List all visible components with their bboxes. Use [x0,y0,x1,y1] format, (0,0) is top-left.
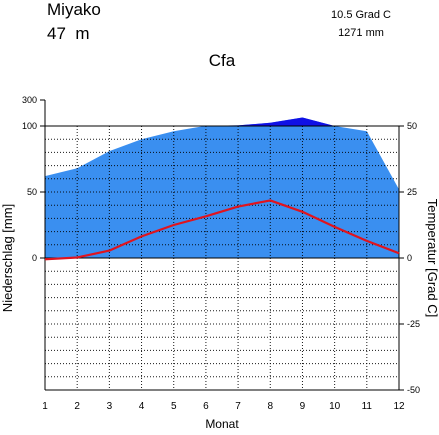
left-tick-label: 50 [27,187,37,197]
x-tick-label: 10 [329,401,341,412]
x-tick-label: 4 [139,401,145,412]
annual-precipitation: 1271 mm [338,27,384,39]
x-axis-title: Monat [205,417,239,430]
right-tick-label: -25 [407,319,420,329]
right-tick-label: 0 [407,253,412,263]
x-tick-label: 8 [267,401,273,412]
temperature-line [44,199,400,261]
x-tick-label: 7 [235,401,241,412]
left-axis-title: Niederschlag [mm] [0,204,15,312]
x-tick-label: 2 [74,401,80,412]
x-tick-label: 9 [300,401,306,412]
x-tick-label: 5 [171,401,177,412]
right-tick-label: -50 [407,385,420,395]
climate-class: Cfa [209,51,236,70]
x-tick-label: 3 [107,401,113,412]
humid-excess-area [173,117,335,126]
precipitation-area [45,117,399,258]
left-tick-label: 100 [22,121,37,131]
mean-temperature: 10.5 Grad C [331,9,391,21]
left-tick-label: 300 [22,95,37,105]
station-elevation: 47 m [47,24,90,43]
temperature-line-group [44,199,400,261]
right-tick-label: 25 [407,187,417,197]
x-tick-label: 6 [203,401,209,412]
precipitation-area-group [45,117,399,258]
x-tick-label: 1 [42,401,48,412]
right-axis-title: Temperatur [Grad C] [425,199,439,318]
left-tick-label: 0 [32,253,37,263]
right-tick-label: 50 [407,121,417,131]
x-tick-label: 12 [393,401,405,412]
x-tick-label: 11 [362,401,373,412]
station-name: Miyako [47,0,101,19]
